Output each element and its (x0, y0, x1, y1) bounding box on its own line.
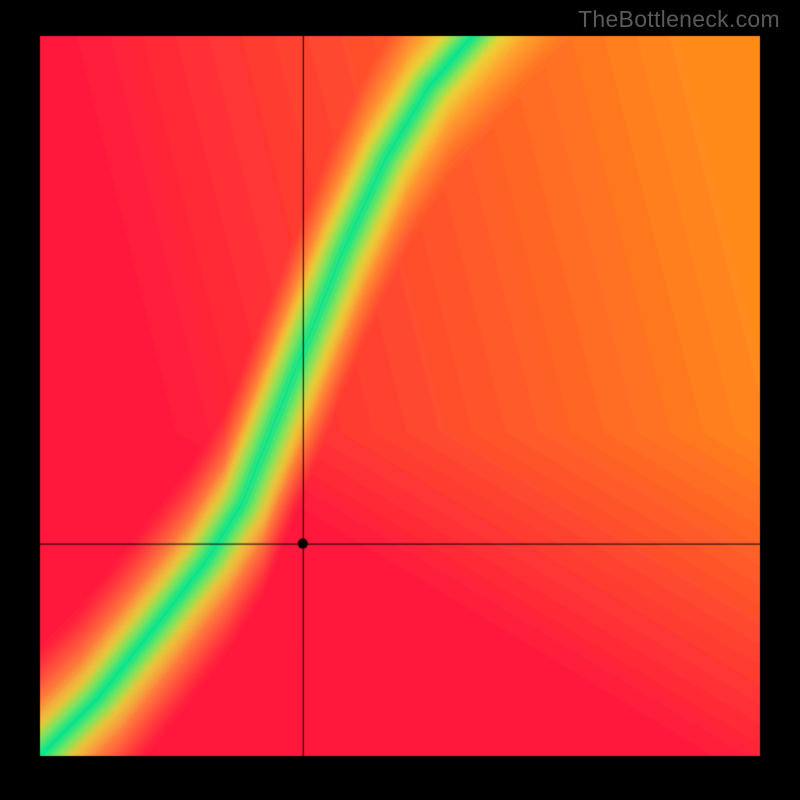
watermark-label: TheBottleneck.com (578, 6, 780, 33)
heatmap-canvas (0, 0, 800, 800)
chart-container: TheBottleneck.com (0, 0, 800, 800)
